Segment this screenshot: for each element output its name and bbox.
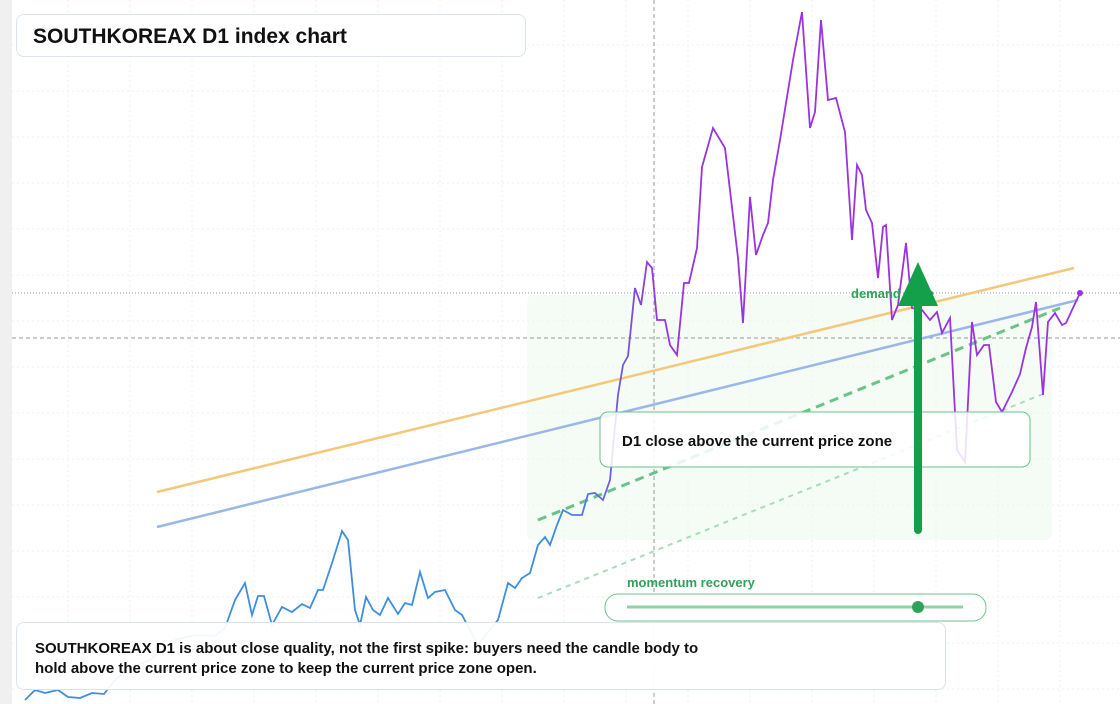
support-line: [537, 306, 1061, 522]
support-line: [537, 391, 1049, 599]
note: SOUTHKOREAX D1 is about close quality, n…: [35, 640, 699, 677]
momentum-label: momentum recovery: [627, 575, 756, 590]
zone-label: D1 close above the current price zone: [622, 433, 892, 450]
note-box: SOUTHKOREAX D1 is about close quality, n…: [16, 622, 946, 690]
slider-knob: [912, 601, 924, 613]
zone-box: [599, 411, 1031, 468]
left-strip: [0, 0, 12, 704]
chart-title: SOUTHKOREAX D1 index chart: [33, 25, 347, 48]
last-point: [1077, 290, 1083, 296]
price-line: [24, 11, 1081, 701]
title-box: SOUTHKOREAX D1 index chart: [16, 14, 526, 57]
arrow-head: [898, 262, 938, 306]
